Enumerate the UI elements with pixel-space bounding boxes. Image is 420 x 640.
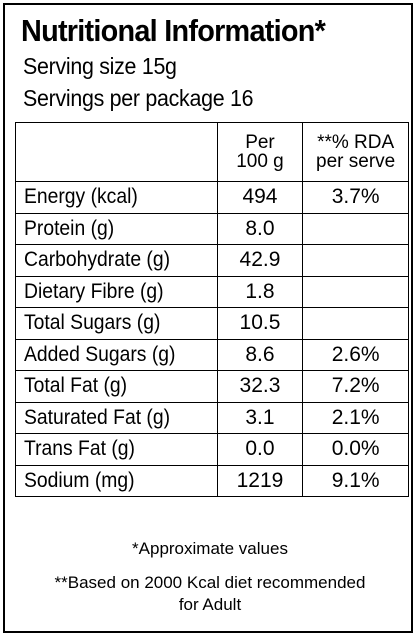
per-100g-value: 1219 [216, 464, 304, 497]
per-100g-value: 3.1 [216, 401, 304, 434]
nutrient-name-cell: Saturated Fat (g) [15, 401, 218, 434]
nutrition-label-panel: Nutritional Information* Serving size 15… [3, 3, 413, 633]
nutrient-name: Total Fat (g) [24, 374, 128, 398]
nutrient-name: Dietary Fibre (g) [24, 279, 164, 303]
rda-value: 9.1% [302, 464, 409, 497]
serving-size-text: Serving size 15g [23, 53, 177, 79]
nutrient-name: Carbohydrate (g) [24, 248, 171, 272]
rda-value: 7.2% [302, 370, 409, 403]
table-row: Sodium (mg) 1219 9.1% [15, 464, 409, 497]
per-100g-value: 8.0 [216, 212, 304, 245]
table-row: Trans Fat (g) 0.0 0.0% [15, 433, 409, 466]
nutrient-name-cell: Trans Fat (g) [15, 433, 218, 466]
rda-value: 2.1% [302, 401, 409, 434]
diet-basis-note: **Based on 2000 Kcal diet recommended fo… [5, 572, 415, 616]
table-row: Total Sugars (g) 10.5 [15, 307, 409, 340]
servings-per-package-text: Servings per package 16 [23, 85, 254, 111]
per-100g-header-line2: 100 g [236, 151, 284, 172]
rda-header-line2: per serve [316, 151, 396, 172]
diet-basis-note-line2: for Adult [178, 595, 242, 614]
nutrient-name: Protein (g) [24, 216, 115, 240]
nutrient-name: Energy (kcal) [24, 185, 138, 209]
nutrient-name-cell: Sodium (mg) [15, 464, 218, 497]
rda-column-header: **% RDA per serve [302, 122, 409, 182]
nutrient-name: Total Sugars (g) [24, 311, 161, 335]
table-row: Saturated Fat (g) 3.1 2.1% [15, 401, 409, 434]
rda-value [302, 307, 409, 340]
per-100g-header-line1: Per [245, 132, 275, 153]
nutrient-name-cell: Total Sugars (g) [15, 307, 218, 340]
table-row: Energy (kcal) 494 3.7% [15, 181, 409, 214]
per-100g-value: 42.9 [216, 244, 304, 277]
table-row: Carbohydrate (g) 42.9 [15, 244, 409, 277]
per-100g-value: 0.0 [216, 433, 304, 466]
rda-header-line1: **% RDA [317, 132, 395, 153]
nutrient-name-cell: Total Fat (g) [15, 370, 218, 403]
rda-value [302, 244, 409, 277]
nutrient-column-header [15, 122, 218, 182]
nutrient-name-cell: Added Sugars (g) [15, 338, 218, 371]
table-row: Dietary Fibre (g) 1.8 [15, 275, 409, 308]
rda-value [302, 275, 409, 308]
per-100g-value: 494 [216, 181, 304, 214]
approximate-values-note: *Approximate values [132, 539, 288, 558]
nutrient-name-cell: Protein (g) [15, 212, 218, 245]
nutrient-name: Trans Fat (g) [24, 437, 135, 461]
nutrient-name-cell: Carbohydrate (g) [15, 244, 218, 277]
rda-value: 2.6% [302, 338, 409, 371]
table-header-row: Per 100 g **% RDA per serve [15, 122, 409, 182]
nutrient-name: Added Sugars (g) [24, 342, 176, 366]
per-100g-value: 1.8 [216, 275, 304, 308]
diet-basis-note-line1: **Based on 2000 Kcal diet recommended [54, 573, 366, 592]
nutrient-name: Sodium (mg) [24, 468, 135, 492]
table-row: Added Sugars (g) 8.6 2.6% [15, 338, 409, 371]
nutrient-name: Saturated Fat (g) [24, 405, 171, 429]
per-100g-value: 8.6 [216, 338, 304, 371]
nutrient-name-cell: Dietary Fibre (g) [15, 275, 218, 308]
per-100g-column-header: Per 100 g [216, 122, 304, 182]
rda-value [302, 212, 409, 245]
per-100g-value: 32.3 [216, 370, 304, 403]
per-100g-value: 10.5 [216, 307, 304, 340]
rda-value: 0.0% [302, 433, 409, 466]
label-title: Nutritional Information* [21, 13, 326, 48]
rda-value: 3.7% [302, 181, 409, 214]
nutrient-name-cell: Energy (kcal) [15, 181, 218, 214]
table-row: Total Fat (g) 32.3 7.2% [15, 370, 409, 403]
nutrition-table: Per 100 g **% RDA per serve Energy (kcal… [15, 122, 409, 497]
table-row: Protein (g) 8.0 [15, 212, 409, 245]
